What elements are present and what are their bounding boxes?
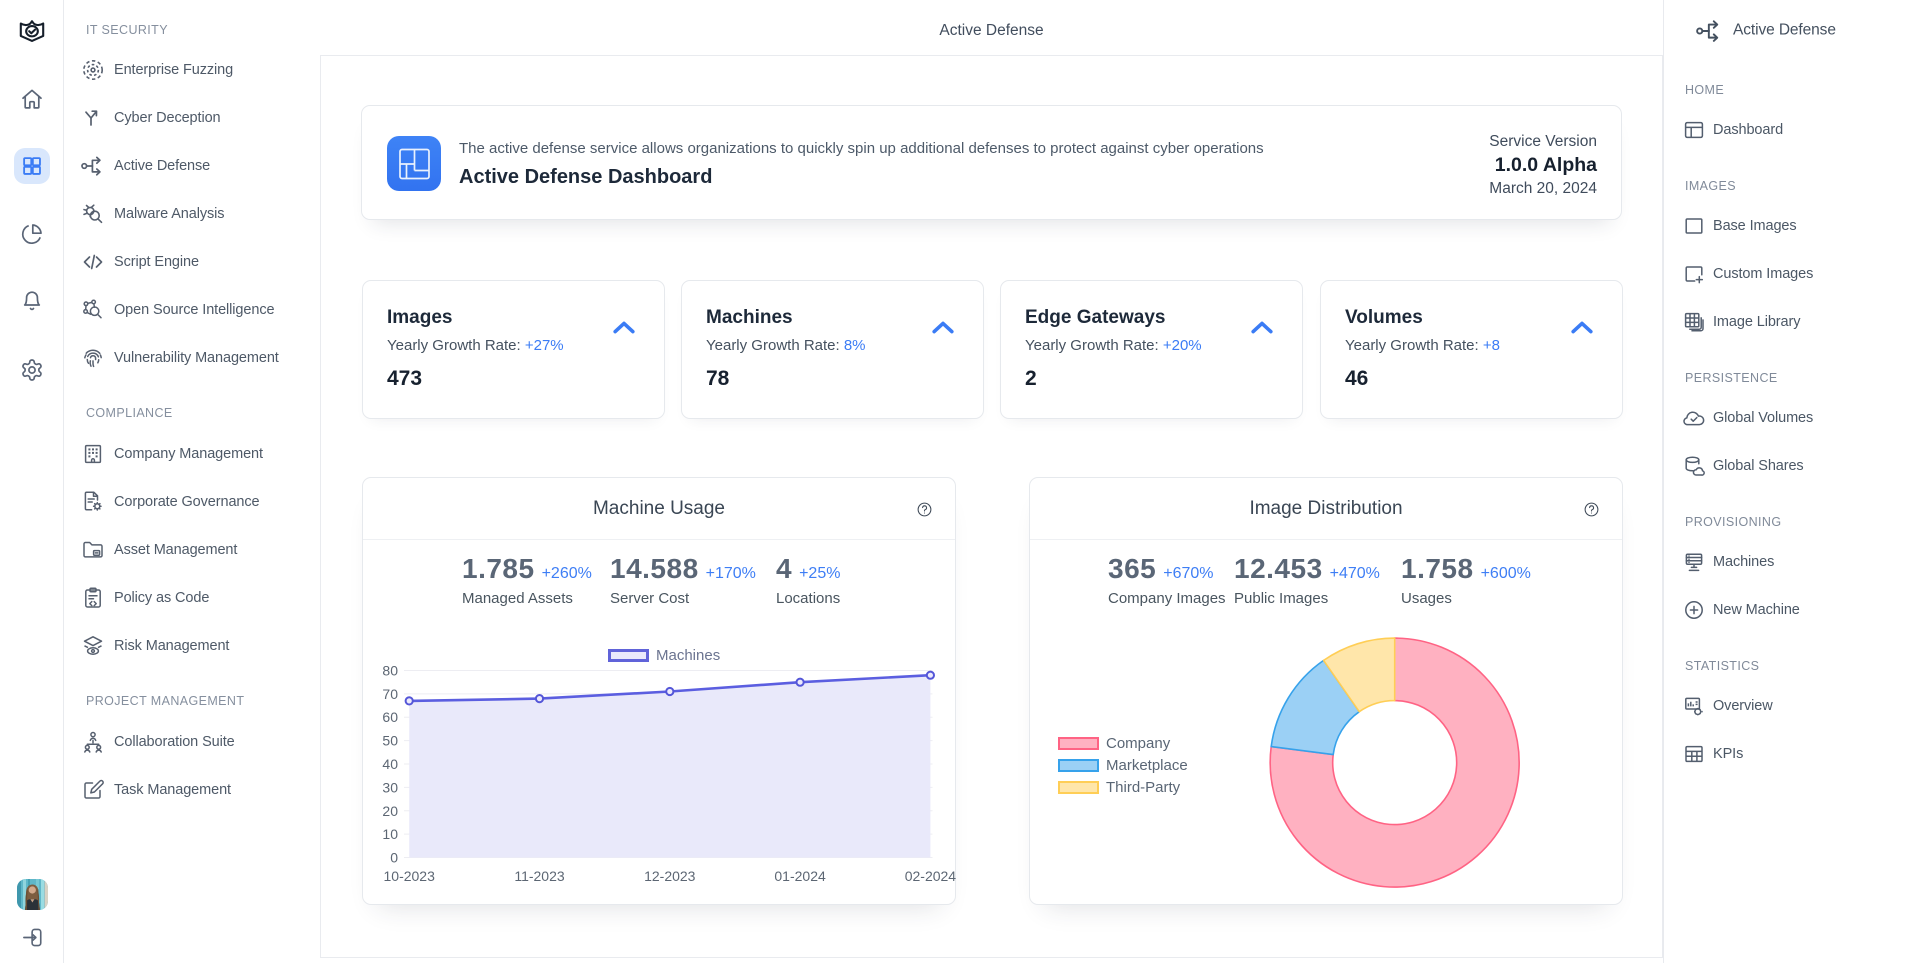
- svg-text:0: 0: [390, 850, 398, 866]
- svg-text:10: 10: [382, 826, 398, 842]
- svg-text:50: 50: [382, 733, 398, 749]
- svg-text:10-2023: 10-2023: [384, 868, 436, 884]
- svg-text:70: 70: [382, 686, 398, 702]
- svg-text:30: 30: [382, 779, 398, 795]
- svg-text:80: 80: [382, 663, 398, 679]
- svg-text:20: 20: [382, 803, 398, 819]
- svg-text:11-2023: 11-2023: [514, 868, 565, 884]
- svg-text:40: 40: [382, 756, 398, 772]
- svg-text:60: 60: [382, 709, 398, 725]
- svg-text:12-2023: 12-2023: [644, 868, 696, 884]
- svg-text:02-2024: 02-2024: [905, 868, 957, 884]
- svg-text:01-2024: 01-2024: [774, 868, 826, 884]
